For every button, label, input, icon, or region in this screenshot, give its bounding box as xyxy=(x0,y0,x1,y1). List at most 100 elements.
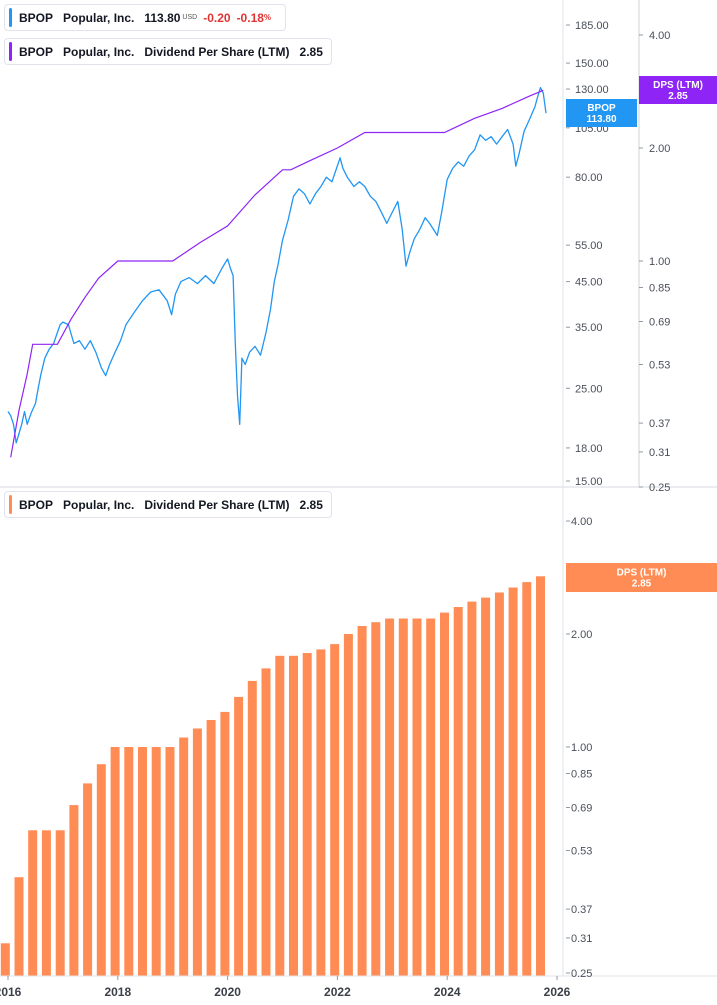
dps-top-tick-label: 0.69 xyxy=(649,316,670,328)
dps-bar xyxy=(14,877,24,976)
dps-bar xyxy=(343,634,353,976)
dps-bar xyxy=(316,649,326,976)
legend-dps-top-ticker: BPOP xyxy=(19,44,54,59)
bar-tick-label: 0.37 xyxy=(571,904,592,916)
price-tick-label: 130.00 xyxy=(575,84,609,96)
legend-price-ticker: BPOP xyxy=(19,10,54,25)
price-line xyxy=(7,86,547,444)
dps-bar xyxy=(165,747,175,976)
dps-top-tick-label: 0.85 xyxy=(649,282,670,294)
dps-top-tick-label: 4.00 xyxy=(649,30,670,42)
bar-tick-label: 0.69 xyxy=(571,802,592,814)
dps-bar xyxy=(124,747,134,976)
bar-tick-label: 1.00 xyxy=(571,742,592,754)
dps-bar xyxy=(192,728,202,976)
dps-bar xyxy=(536,576,545,976)
dps-top-badge: DPS (LTM)2.85 xyxy=(639,76,717,104)
dps-bottom-badge-bg xyxy=(566,563,717,592)
dps-top-tick-label: 0.37 xyxy=(649,418,670,430)
dps-bar xyxy=(0,943,10,976)
legend-dps-top-value: 2.85 xyxy=(299,44,323,59)
legend-dps-bottom-name: Popular, Inc. xyxy=(63,497,135,512)
dps-bar xyxy=(220,711,230,976)
dps-bar xyxy=(522,582,532,976)
dps-bar xyxy=(96,764,106,976)
dps-top-tick-label: 0.53 xyxy=(649,360,670,372)
dps-bar xyxy=(41,830,51,976)
price-tick-label: 25.00 xyxy=(575,383,603,395)
dps-bar xyxy=(357,626,367,976)
dps-bottom-badge-label: DPS (LTM) xyxy=(617,568,667,579)
legend-price-pct-sign: % xyxy=(263,13,272,22)
legend-dps-top-metric: Dividend Per Share (LTM) xyxy=(144,44,290,59)
legend-price-value: 113.80 xyxy=(144,10,181,25)
legend-dps-bottom[interactable]: BPOP Popular, Inc. Dividend Per Share (L… xyxy=(4,491,332,518)
legend-price-change: -0.20 xyxy=(203,10,231,25)
dps-bar xyxy=(412,618,422,976)
bar-tick-label: 0.25 xyxy=(571,968,592,980)
price-tick-label: 150.00 xyxy=(575,58,609,70)
dps-bar xyxy=(302,653,312,976)
dps-bar xyxy=(83,783,93,976)
legend-price-name: Popular, Inc. xyxy=(63,10,135,25)
x-tick-label: 2022 xyxy=(324,985,351,999)
bar-tick-label: 2.00 xyxy=(571,629,592,641)
legend-price-change-pct: -0.18 xyxy=(236,10,264,25)
legend-price-swatch xyxy=(9,8,12,27)
dps-bar xyxy=(69,805,79,976)
dps-top-tick-label: 0.25 xyxy=(649,482,670,494)
x-tick-label: 2024 xyxy=(434,985,461,999)
dps-bar xyxy=(179,737,189,976)
legend-price-currency: USD xyxy=(182,14,198,21)
bar-tick-label: 0.85 xyxy=(571,768,592,780)
price-pane xyxy=(7,86,547,458)
dps-bar xyxy=(55,830,65,976)
dps-bar xyxy=(138,747,147,976)
dps-bar xyxy=(330,644,340,976)
dps-bar xyxy=(289,655,298,976)
bar-tick-label: 0.31 xyxy=(571,933,592,945)
dps-bar xyxy=(247,680,257,976)
dps-bar xyxy=(453,607,463,976)
price-tick-label: 185.00 xyxy=(575,20,609,32)
dps-top-tick-label: 2.00 xyxy=(649,143,670,155)
dps-top-badge-label: DPS (LTM) xyxy=(653,80,703,91)
x-tick-label: 2020 xyxy=(214,985,241,999)
dps-bar xyxy=(206,720,216,976)
price-tick-label: 45.00 xyxy=(575,277,603,289)
dps-bar xyxy=(371,622,381,976)
dps-line xyxy=(10,89,544,458)
x-tick-label: 2016 xyxy=(0,985,22,999)
dps-bar xyxy=(234,696,244,976)
price-badge-bg xyxy=(566,99,637,127)
dps-bar xyxy=(151,747,161,976)
dps-top-badge-bg xyxy=(639,76,717,104)
legend-dps-bottom-value: 2.85 xyxy=(299,497,323,512)
x-tick-label: 2018 xyxy=(104,985,131,999)
dps-bar xyxy=(426,618,436,976)
dps-bar xyxy=(481,597,491,976)
price-tick-label: 55.00 xyxy=(575,240,603,252)
dps-bar xyxy=(110,747,120,976)
legend-price[interactable]: BPOP Popular, Inc. 113.80 USD -0.20 -0.1… xyxy=(4,4,287,31)
dps-bar xyxy=(440,612,449,976)
bar-tick-label: 4.00 xyxy=(571,516,592,528)
legend-dps-bottom-ticker: BPOP xyxy=(19,497,54,512)
dps-bar xyxy=(385,618,395,976)
price-badge-value: 113.80 xyxy=(586,114,616,125)
dps-top-tick-label: 1.00 xyxy=(649,256,670,268)
legend-dps-top[interactable]: BPOP Popular, Inc. Dividend Per Share (L… xyxy=(4,38,332,65)
legend-dps-bottom-swatch xyxy=(9,495,12,514)
legend-dps-bottom-metric: Dividend Per Share (LTM) xyxy=(144,497,290,512)
dps-bottom-badge: DPS (LTM)2.85 xyxy=(566,563,717,592)
price-tick-label: 18.00 xyxy=(575,443,603,455)
price-tick-label: 15.00 xyxy=(575,476,603,488)
dps-bar xyxy=(467,601,477,976)
dps-bar xyxy=(398,618,408,976)
dps-bar xyxy=(494,592,504,976)
dps-bar-pane xyxy=(0,576,545,976)
dps-bar xyxy=(261,668,271,976)
